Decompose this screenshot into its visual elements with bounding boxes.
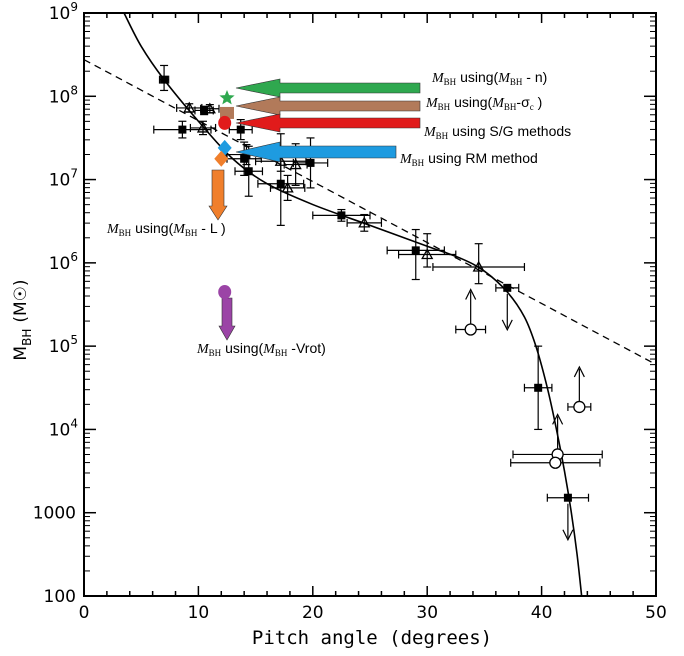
plot-frame	[83, 12, 657, 597]
limit-arrow-head	[573, 365, 585, 378]
square-marker	[306, 158, 315, 167]
fit-lines	[84, 13, 656, 596]
data-point	[510, 456, 601, 469]
data-point	[523, 345, 553, 431]
y-tick-label: 1000	[33, 504, 76, 524]
y-tick-label: 104	[49, 416, 78, 440]
square-marker	[160, 75, 169, 84]
y-axis-title: MBH (M☉)	[11, 279, 34, 360]
arrow-rm	[235, 141, 397, 163]
annotation-label-n: MBH using(MBH - n)	[431, 69, 547, 87]
triangle-marker	[183, 101, 196, 113]
curve-fit-line	[123, 13, 583, 596]
square-marker	[337, 211, 346, 220]
annotation-label-sigma: MBH using(MBH-σc )	[425, 94, 542, 112]
arrow-L	[208, 169, 228, 221]
data-point	[158, 64, 170, 92]
marker-L	[214, 150, 229, 167]
circle-marker	[549, 456, 562, 469]
triangle-marker	[358, 216, 371, 228]
annotation-label-rm: MBH using RM method	[399, 150, 538, 168]
y-tick-label: 100	[44, 587, 76, 607]
data-point	[269, 174, 306, 201]
marker-sigma	[220, 106, 234, 119]
square-marker	[563, 493, 572, 502]
y-axis-title-main: M	[11, 346, 31, 361]
triangle-marker	[281, 181, 294, 193]
y-tick-label: 107	[49, 167, 78, 191]
data-points	[153, 64, 603, 542]
data-point	[200, 102, 220, 114]
x-tick-label: 20	[302, 603, 324, 623]
data-point	[312, 208, 371, 222]
annotations: MBH using(MBH - n) MBH using(MBH-σc ) MBH …	[106, 69, 571, 358]
x-tick-label: 10	[188, 603, 210, 623]
square-marker	[276, 179, 285, 188]
x-axis-title: Pitch angle (degrees)	[252, 627, 492, 649]
annotation-label-vrot: MBH using(MBH -Vrot)	[196, 340, 326, 358]
square-marker	[200, 106, 209, 115]
circle-marker	[573, 400, 586, 414]
marker-n	[219, 89, 235, 105]
limit-arrow-head	[552, 413, 564, 425]
data-point	[346, 213, 383, 232]
data-point	[292, 137, 329, 189]
data-point	[495, 283, 520, 332]
square-marker	[411, 246, 420, 255]
square-marker	[178, 125, 187, 134]
y-tick-label: 109	[49, 0, 78, 24]
data-point	[189, 120, 217, 136]
data-point	[567, 365, 592, 414]
square-marker	[503, 283, 512, 292]
y-axis-title-sub: BH	[20, 329, 34, 346]
square-marker	[534, 383, 543, 392]
data-point	[153, 120, 212, 139]
data-point	[398, 233, 457, 268]
marker-sg	[218, 115, 232, 130]
square-marker	[236, 125, 245, 134]
x-tick-label: 40	[531, 603, 553, 623]
arrow-n	[235, 78, 421, 98]
annotation-label-sg: MBH using S/G methods	[423, 123, 571, 141]
svg-text:MBH(M☉): MBH (M☉)	[11, 279, 34, 360]
data-point	[512, 413, 603, 461]
square-marker	[244, 167, 253, 176]
triangle-marker	[203, 102, 216, 114]
circle-marker	[464, 323, 477, 336]
triangle-marker	[196, 121, 210, 133]
data-point	[432, 243, 526, 285]
x-tick-label: 30	[416, 603, 438, 623]
y-tick-label: 108	[49, 83, 78, 107]
data-point	[455, 288, 487, 336]
triangle-marker	[472, 260, 485, 272]
axes: 0 10 20 30 40 50 100 1000 104 105 106 107 108 109	[33, 0, 667, 623]
arrow-sigma	[235, 96, 421, 116]
x-tick-label: 50	[645, 603, 667, 623]
arrow-sg	[235, 113, 421, 133]
x-tick-label: 0	[79, 603, 90, 623]
limit-arrow-head	[562, 529, 574, 542]
y-tick-label: 106	[49, 250, 78, 274]
data-point	[546, 493, 590, 542]
marker-vrot	[218, 285, 232, 300]
triangle-marker	[421, 248, 434, 260]
limit-arrow-head	[465, 288, 477, 300]
square-marker	[240, 154, 249, 163]
y-axis-title-unit: (M☉)	[11, 279, 31, 322]
limit-arrow-head	[501, 319, 513, 332]
annotation-label-L: MBH using(MBH - L )	[106, 220, 226, 238]
y-tick-label: 105	[49, 333, 78, 357]
arrow-vrot	[218, 297, 236, 341]
